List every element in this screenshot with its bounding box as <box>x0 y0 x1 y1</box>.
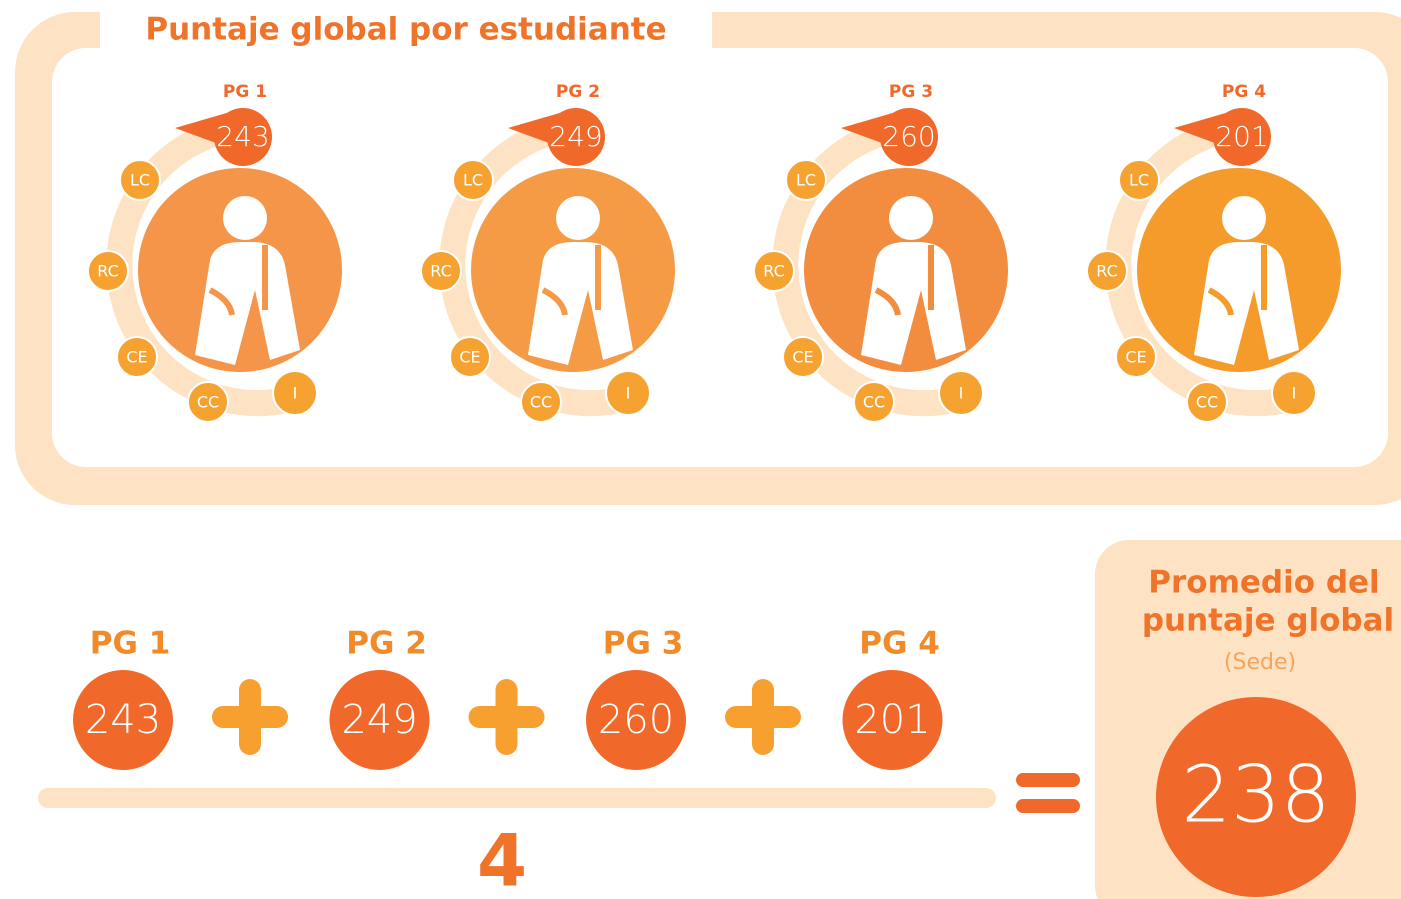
divisor: 4 <box>477 819 527 899</box>
area-badge <box>782 336 824 378</box>
person-body <box>1194 242 1299 365</box>
area-badge <box>1186 381 1228 423</box>
fraction-bar <box>38 788 996 808</box>
score-ring <box>1105 119 1298 417</box>
term-circle <box>73 670 173 770</box>
area-label: RC <box>763 262 785 281</box>
area-badge <box>449 336 491 378</box>
area-label: CE <box>792 348 813 367</box>
area-badge <box>1118 159 1160 201</box>
area-label: LC <box>463 171 483 190</box>
equals-sign <box>1016 799 1080 813</box>
term-label: PG 3 <box>603 626 684 662</box>
area-badge <box>119 159 161 201</box>
student-label: PG 1 <box>223 82 267 102</box>
person-head <box>556 196 600 240</box>
score-ring <box>772 119 965 417</box>
area-label: LC <box>1129 171 1149 190</box>
inner-panel <box>52 48 1388 467</box>
term-circle <box>329 670 430 770</box>
person-arm <box>541 245 601 316</box>
person-body <box>528 242 633 365</box>
term-value: 243 <box>85 697 161 743</box>
score-value: 201 <box>1215 120 1268 153</box>
person-body <box>861 242 966 365</box>
plus-sign <box>495 679 518 755</box>
average-title: Promedio del <box>1148 565 1379 601</box>
term-circle <box>586 670 686 770</box>
term-label: PG 1 <box>90 626 171 662</box>
area-label: I <box>626 384 631 403</box>
area-label: CC <box>530 393 552 412</box>
area-badge <box>1115 336 1157 378</box>
panel-title: Puntaje global por estudiante <box>145 12 666 48</box>
area-label: CE <box>1125 348 1146 367</box>
average-circle <box>1156 697 1356 897</box>
person-head <box>223 196 267 240</box>
term-label: PG 2 <box>346 626 427 662</box>
area-badge <box>605 370 651 416</box>
area-badge <box>87 250 129 292</box>
area-badge <box>420 250 462 292</box>
average-value: 238 <box>1182 751 1331 841</box>
area-label: I <box>293 384 298 403</box>
term-value: 260 <box>598 697 674 743</box>
area-label: LC <box>130 171 150 190</box>
area-label: CE <box>459 348 480 367</box>
person-arm <box>1207 245 1267 316</box>
area-label: I <box>959 384 964 403</box>
area-label: CC <box>863 393 885 412</box>
student-label: PG 3 <box>889 82 933 102</box>
student-label: PG 2 <box>556 82 600 102</box>
area-label: RC <box>430 262 452 281</box>
score-bubble <box>880 108 938 166</box>
term-value: 201 <box>854 697 930 743</box>
area-badge <box>272 370 318 416</box>
plus-sign <box>239 679 261 755</box>
area-label: CE <box>126 348 147 367</box>
score-ring <box>439 119 632 417</box>
person-head <box>889 196 933 240</box>
area-badge <box>1086 250 1128 292</box>
area-label: I <box>1292 384 1297 403</box>
title-backdrop <box>100 8 712 50</box>
person-head <box>1222 196 1266 240</box>
average-title: puntaje global <box>1142 603 1394 639</box>
area-badge <box>938 370 984 416</box>
score-value: 249 <box>549 120 602 153</box>
area-badge <box>785 159 827 201</box>
area-badge <box>1271 370 1317 416</box>
student-label: PG 4 <box>1222 82 1266 102</box>
score-ring <box>106 119 299 417</box>
term-value: 249 <box>341 697 417 743</box>
score-bubble <box>1213 108 1271 166</box>
score-value: 243 <box>216 120 269 153</box>
term-circle <box>842 670 943 770</box>
person-arm <box>208 245 268 316</box>
score-bubble <box>214 108 272 166</box>
score-bubble <box>547 108 605 166</box>
area-badge <box>187 381 229 423</box>
area-label: LC <box>796 171 816 190</box>
average-subtitle: (Sede) <box>1224 650 1296 675</box>
area-label: CC <box>1196 393 1218 412</box>
area-label: CC <box>197 393 219 412</box>
term-label: PG 4 <box>859 626 940 662</box>
area-badge <box>753 250 795 292</box>
area-label: RC <box>1096 262 1118 281</box>
area-label: RC <box>97 262 119 281</box>
area-badge <box>452 159 494 201</box>
plus-sign <box>752 679 774 755</box>
equals-sign <box>1016 773 1080 787</box>
person-arm <box>874 245 934 316</box>
area-badge <box>853 381 895 423</box>
person-body <box>195 242 300 365</box>
area-badge <box>520 381 562 423</box>
area-badge <box>116 336 158 378</box>
score-value: 260 <box>882 120 935 153</box>
